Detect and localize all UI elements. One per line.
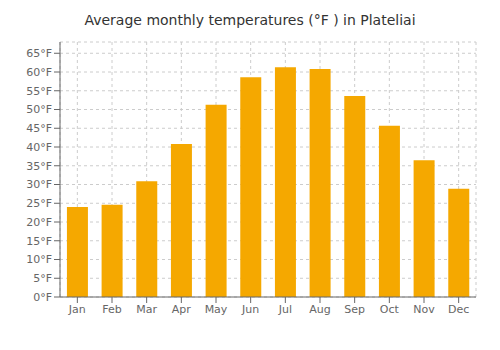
svg-text:65°F: 65°F <box>26 47 52 60</box>
svg-text:35°F: 35°F <box>26 160 52 173</box>
svg-text:Oct: Oct <box>380 303 400 316</box>
svg-text:30°F: 30°F <box>26 178 52 191</box>
svg-text:55°F: 55°F <box>26 85 52 98</box>
svg-text:Mar: Mar <box>136 303 157 316</box>
svg-text:Nov: Nov <box>413 303 435 316</box>
svg-text:5°F: 5°F <box>33 272 52 285</box>
svg-text:Jan: Jan <box>68 303 86 316</box>
svg-text:May: May <box>205 303 228 316</box>
svg-text:Apr: Apr <box>172 303 192 316</box>
svg-text:60°F: 60°F <box>26 66 52 79</box>
svg-text:Sep: Sep <box>344 303 365 316</box>
svg-text:Jul: Jul <box>278 303 292 316</box>
svg-text:20°F: 20°F <box>26 216 52 229</box>
svg-text:40°F: 40°F <box>26 141 52 154</box>
svg-text:Aug: Aug <box>309 303 330 316</box>
html-text:Average monthly temperatures (: Average monthly temperatures (°F ) in Pl… <box>84 12 416 28</box>
svg-text:Dec: Dec <box>448 303 469 316</box>
svg-text:Jun: Jun <box>241 303 259 316</box>
svg-text:15°F: 15°F <box>26 235 52 248</box>
svg-text:0°F: 0°F <box>33 291 52 304</box>
svg-text:50°F: 50°F <box>26 103 52 116</box>
svg-text:10°F: 10°F <box>26 253 52 266</box>
svg-text:Feb: Feb <box>102 303 121 316</box>
svg-text:45°F: 45°F <box>26 122 52 135</box>
svg-text:25°F: 25°F <box>26 197 52 210</box>
